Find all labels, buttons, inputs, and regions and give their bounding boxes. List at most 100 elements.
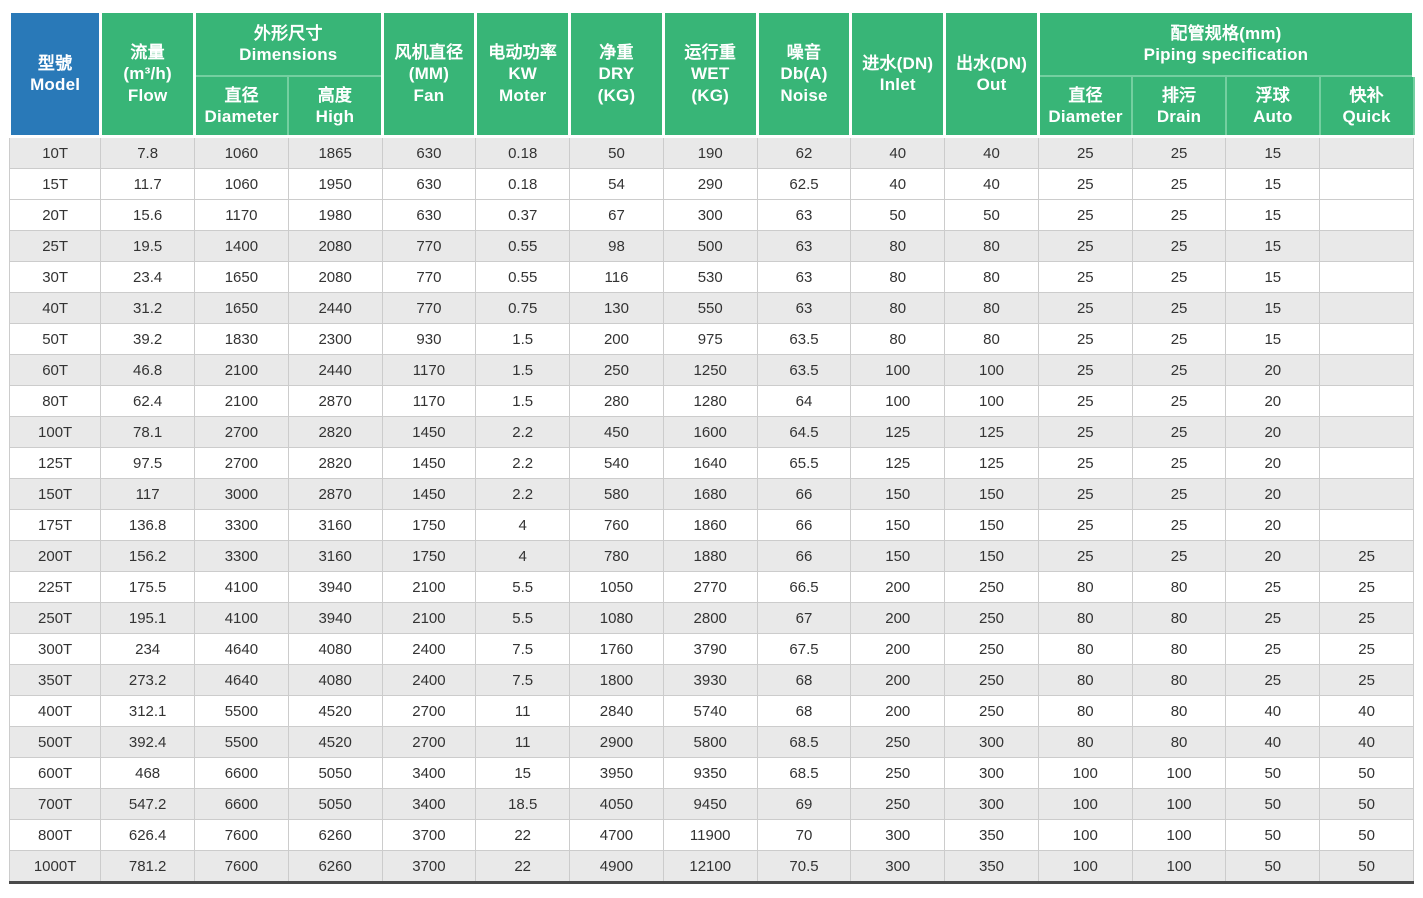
table-cell: 4640: [194, 633, 289, 665]
model-cell: 150T: [8, 478, 102, 510]
table-cell: 25: [1037, 199, 1133, 231]
table-cell: 25: [1225, 602, 1321, 634]
table-cell: 116: [569, 261, 664, 293]
table-cell: 78.1: [100, 416, 196, 448]
table-cell: 2.2: [475, 416, 571, 448]
table-cell: 25: [1037, 416, 1133, 448]
model-cell: 125T: [8, 447, 102, 479]
table-cell: 770: [381, 292, 477, 324]
table-cell: [1319, 292, 1414, 324]
header-label: Auto: [1253, 106, 1293, 126]
table-cell: 50: [1319, 757, 1414, 789]
header-label: Drain: [1156, 106, 1202, 126]
table-cell: 4080: [287, 633, 383, 665]
table-cell: 1800: [569, 664, 664, 696]
table-cell: 290: [662, 168, 758, 200]
table-row: 20T 15.6 1170 1980 630 0.37 67 300 63 50 50 25 25 15: [8, 199, 1414, 231]
table-cell: 3940: [287, 602, 383, 634]
table-cell: 6260: [287, 819, 383, 851]
table-cell: 20: [1225, 354, 1321, 386]
model-cell: 200T: [8, 540, 102, 572]
table-cell: 40: [850, 136, 946, 169]
table-cell: 500: [662, 230, 758, 262]
header-label: Model: [30, 75, 81, 94]
table-cell: 0.55: [475, 230, 571, 262]
table-cell: 250: [944, 664, 1039, 696]
table-cell: 50: [1225, 788, 1321, 820]
table-cell: 1600: [662, 416, 758, 448]
cooling-tower-spec-table: 型號 Model 流量 (m³/h) Flow 外形尺寸 Dimensions …: [7, 10, 1416, 884]
table-cell: 25: [1131, 447, 1227, 479]
table-cell: 67: [569, 199, 664, 231]
table-cell: 1.5: [475, 385, 571, 417]
table-cell: 50: [1319, 850, 1414, 884]
header-label: Dimensions: [239, 44, 338, 64]
table-cell: 68: [756, 695, 852, 727]
table-cell: 1450: [381, 447, 477, 479]
model-cell: 80T: [8, 385, 102, 417]
table-cell: 65.5: [756, 447, 852, 479]
table-cell: 1.5: [475, 354, 571, 386]
table-cell: 63: [756, 261, 852, 293]
table-cell: 1050: [569, 571, 664, 603]
table-cell: 136.8: [100, 509, 196, 541]
table-row: 800T 626.4 7600 6260 3700 22 4700 11900 70 300 350…: [8, 819, 1414, 851]
table-cell: 5050: [287, 788, 383, 820]
table-cell: 70: [756, 819, 852, 851]
table-cell: 0.18: [475, 168, 571, 200]
table-cell: 300: [944, 757, 1039, 789]
table-cell: 9450: [662, 788, 758, 820]
header-label: 进水(DN): [862, 53, 934, 73]
header-label: 直径: [1068, 85, 1103, 105]
table-row: 600T 468 6600 5050 3400 15 3950 9350 68.5 250 300 1…: [8, 757, 1414, 789]
table-cell: 25: [1037, 168, 1133, 200]
model-cell: 20T: [8, 199, 102, 231]
table-cell: 100: [1037, 757, 1133, 789]
table-cell: 200: [850, 664, 946, 696]
header-label: Noise: [780, 85, 828, 105]
table-cell: 150: [850, 540, 946, 572]
table-cell: 2300: [287, 323, 383, 355]
table-cell: 50: [1225, 757, 1321, 789]
table-cell: 250: [944, 571, 1039, 603]
table-cell: 2100: [381, 602, 477, 634]
header-label: Fan: [413, 85, 445, 105]
model-cell: 600T: [8, 757, 102, 789]
table-cell: 25: [1131, 261, 1227, 293]
table-cell: 2.2: [475, 478, 571, 510]
table-cell: 19.5: [100, 230, 196, 262]
table-cell: 100: [850, 354, 946, 386]
table-cell: 2080: [287, 230, 383, 262]
table-cell: 4640: [194, 664, 289, 696]
table-cell: 3160: [287, 509, 383, 541]
table-cell: 770: [381, 230, 477, 262]
table-cell: 770: [381, 261, 477, 293]
col-header-flow: 流量 (m³/h) Flow: [99, 10, 197, 138]
col-header-dim-high: 高度 High: [287, 74, 384, 138]
table-cell: 80: [850, 230, 946, 262]
table-cell: 781.2: [100, 850, 196, 884]
table-cell: 80: [850, 261, 946, 293]
table-cell: 31.2: [100, 292, 196, 324]
table-cell: 66.5: [756, 571, 852, 603]
header-label: Piping specification: [1143, 44, 1309, 64]
table-cell: 300: [662, 199, 758, 231]
table-row: 400T 312.1 5500 4520 2700 11 2840 5740 68 200 250 8…: [8, 695, 1414, 727]
table-cell: 312.1: [100, 695, 196, 727]
table-cell: 64.5: [756, 416, 852, 448]
table-cell: 2770: [662, 571, 758, 603]
header-label: Moter: [499, 85, 547, 105]
table-cell: 930: [381, 323, 477, 355]
header-label: 直径: [224, 85, 259, 105]
table-cell: 25: [1131, 385, 1227, 417]
table-cell: 6600: [194, 788, 289, 820]
table-cell: 150: [944, 540, 1039, 572]
table-cell: 200: [569, 323, 664, 355]
table-cell: 6600: [194, 757, 289, 789]
table-cell: 1980: [287, 199, 383, 231]
model-cell: 15T: [8, 168, 102, 200]
table-cell: 15: [1225, 136, 1321, 169]
header-label: WET: [691, 64, 730, 84]
table-cell: 50: [944, 199, 1039, 231]
table-cell: 1860: [662, 509, 758, 541]
